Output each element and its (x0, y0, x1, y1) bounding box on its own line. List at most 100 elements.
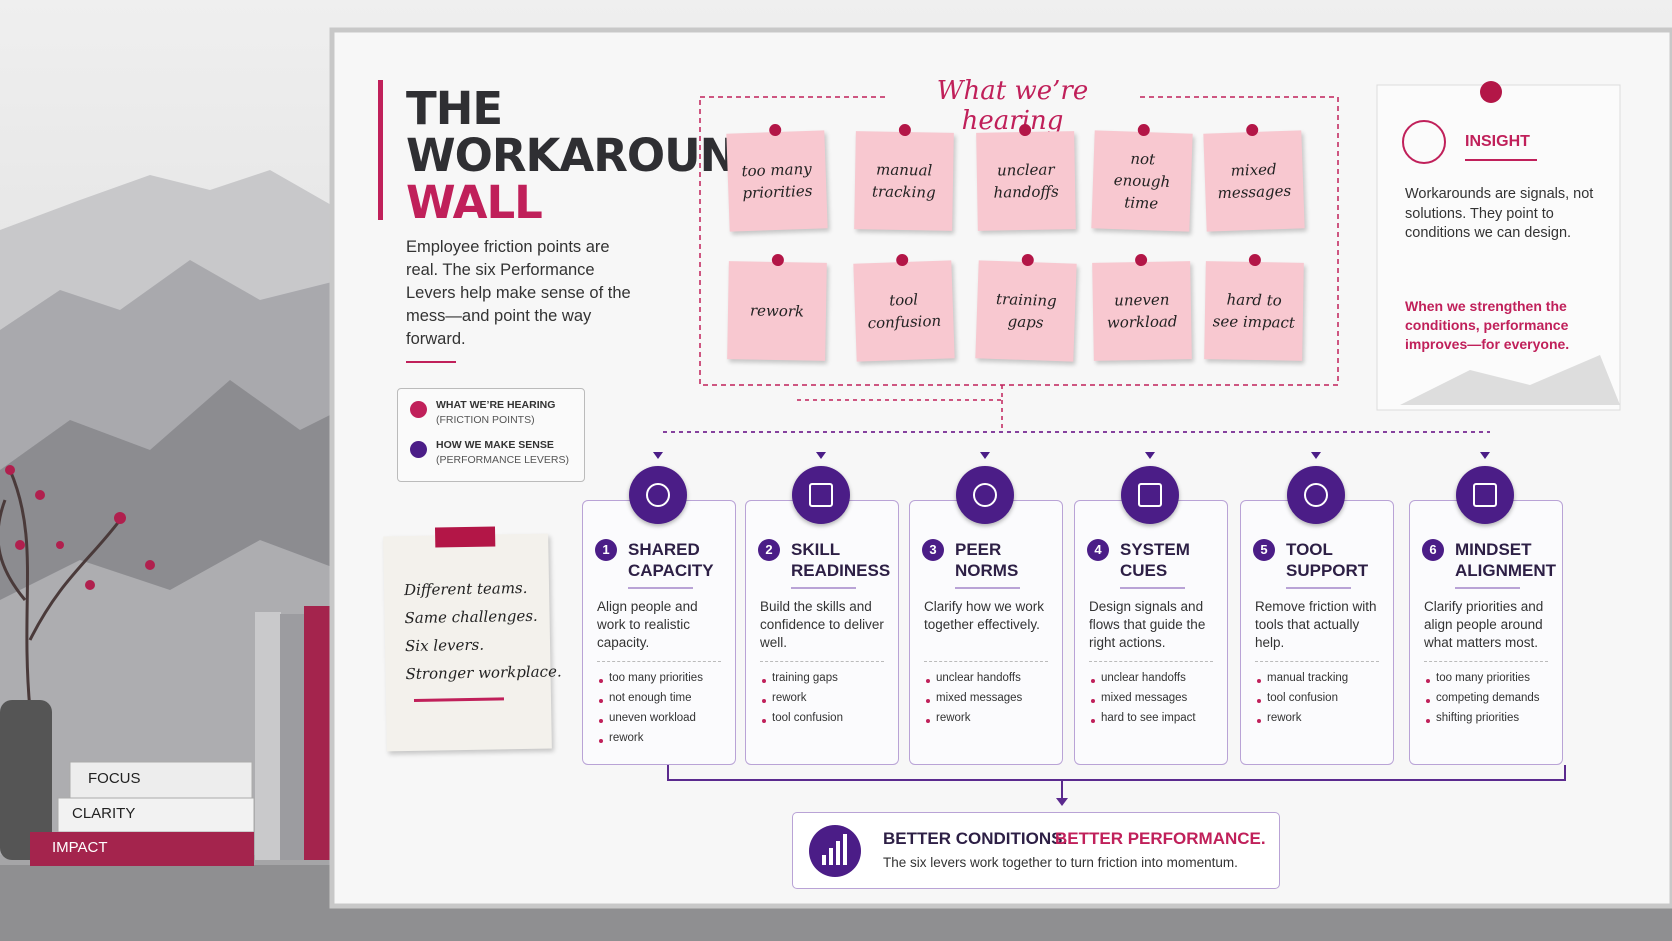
bullet (926, 699, 930, 703)
note-card-line: Six levers. (404, 635, 485, 656)
footer-icon (809, 825, 861, 877)
dashed-divider (924, 661, 1048, 662)
pin (771, 253, 784, 267)
note-text: uneven workload (1106, 290, 1178, 332)
tape (434, 526, 496, 548)
bullet (1257, 719, 1261, 723)
divider (406, 361, 456, 363)
arrow-head (1311, 452, 1321, 459)
chart-bar (843, 834, 847, 865)
chart-bar (829, 848, 833, 865)
pin (1137, 123, 1150, 137)
note-text: manual tracking (871, 160, 936, 202)
lever-icon (956, 466, 1014, 524)
lever-description: Clarify how we work together effectively… (924, 599, 1045, 632)
lever-rule (791, 587, 856, 589)
icon-glyph (646, 483, 670, 507)
sticky-note: tool confusion (853, 253, 955, 362)
lever-item: unclear handoffs (1101, 672, 1186, 684)
lever-rule (628, 587, 693, 589)
pin (1019, 123, 1032, 137)
lever-item: competing demands (1436, 692, 1540, 704)
insight-body: Workarounds are signals, not solutions. … (1405, 186, 1594, 241)
underline (413, 697, 505, 702)
lever-icon (1287, 466, 1345, 524)
lever-item: rework (609, 732, 644, 744)
lever-icon (629, 466, 687, 524)
dashed-divider (597, 661, 721, 662)
intro: Employee friction points are real. The s… (406, 238, 631, 348)
bullet (1091, 699, 1095, 703)
note-card-line: Stronger workplace. (405, 662, 562, 684)
pin (1021, 253, 1034, 267)
lever-item: too many priorities (609, 672, 703, 684)
legend-dot (410, 401, 427, 418)
bullet (926, 679, 930, 683)
bullet (1257, 699, 1261, 703)
lever-item: shifting priorities (1436, 712, 1520, 724)
book-label: CLARITY (72, 805, 136, 822)
chart-bar (822, 855, 826, 865)
sticky-note: training gaps (975, 253, 1077, 362)
sticky-note: hard to see impact (1204, 253, 1304, 361)
lever-item: manual tracking (1267, 672, 1349, 684)
arrow-head (1480, 452, 1490, 459)
footer-subtitle: The six levers work together to turn fri… (883, 855, 1238, 870)
pin (1135, 253, 1148, 267)
note-text: unclear handoffs (993, 160, 1059, 202)
lever-item: tool confusion (1267, 692, 1338, 704)
bullet (599, 699, 603, 703)
lever-item: mixed messages (936, 692, 1023, 704)
sticky-note: mixed messages (1203, 123, 1305, 232)
footer-lead: BETTER CONDITIONS. (883, 829, 1068, 848)
lever-number: 4 (1087, 539, 1109, 561)
lever-item: rework (936, 712, 971, 724)
note-text: training gaps (995, 289, 1058, 332)
lever-description: Clarify priorities and align people arou… (1424, 599, 1544, 650)
footer-box: BETTER CONDITIONS. BETTER PERFORMANCE. The… (792, 812, 1280, 889)
legend: WHAT WE’RE HEARING (FRICTION POINTS) HOW W… (397, 388, 585, 482)
pin (769, 123, 782, 137)
bullet (1091, 679, 1095, 683)
bullet (599, 739, 603, 743)
bullet (1257, 679, 1261, 683)
pin (1248, 253, 1261, 267)
book-label: FOCUS (88, 770, 141, 787)
pin (898, 123, 911, 137)
lever-card: 2 SKILL READINESS Build the skills and con… (745, 500, 899, 765)
lever-icon (792, 466, 850, 524)
arrow-head (816, 452, 826, 459)
note-text: too many priorities (741, 159, 813, 203)
lever-card: 6 MINDSET ALIGNMENT Clarify priorities and… (1409, 500, 1563, 765)
bullet (1426, 719, 1430, 723)
lever-item: hard to see impact (1101, 712, 1196, 724)
lever-number: 2 (758, 539, 780, 561)
sticky-note: too many priorities (726, 123, 828, 232)
hearing-heading: What we’re hearing (936, 76, 1089, 136)
icon-glyph (1473, 483, 1497, 507)
bullet (1426, 699, 1430, 703)
sticky-note: manual tracking (854, 123, 954, 231)
insight-rule (1465, 159, 1537, 161)
lever-card: 4 SYSTEM CUES Design signals and flows tha… (1074, 500, 1228, 765)
lever-rule (955, 587, 1020, 589)
note-text: not enough time (1113, 149, 1171, 213)
bullet (762, 699, 766, 703)
legend-sublabel: (FRICTION POINTS) (436, 414, 535, 426)
chart-bar (836, 841, 840, 865)
lever-number: 3 (922, 539, 944, 561)
lever-number: 1 (595, 539, 617, 561)
bullet (762, 679, 766, 683)
sticky-note: unclear handoffs (976, 123, 1076, 231)
icon-glyph (809, 483, 833, 507)
lever-item: not enough time (609, 692, 692, 704)
dashed-divider (1089, 661, 1213, 662)
title-line: WORKAROUND (406, 129, 774, 182)
lever-description: Align people and work to realistic capac… (597, 599, 698, 650)
lever-title: TOOL SUPPORT (1286, 540, 1369, 580)
lever-item: rework (1267, 712, 1302, 724)
lever-rule (1120, 587, 1185, 589)
lever-description: Remove friction with tools that actually… (1255, 599, 1377, 650)
book-label: IMPACT (52, 839, 108, 856)
